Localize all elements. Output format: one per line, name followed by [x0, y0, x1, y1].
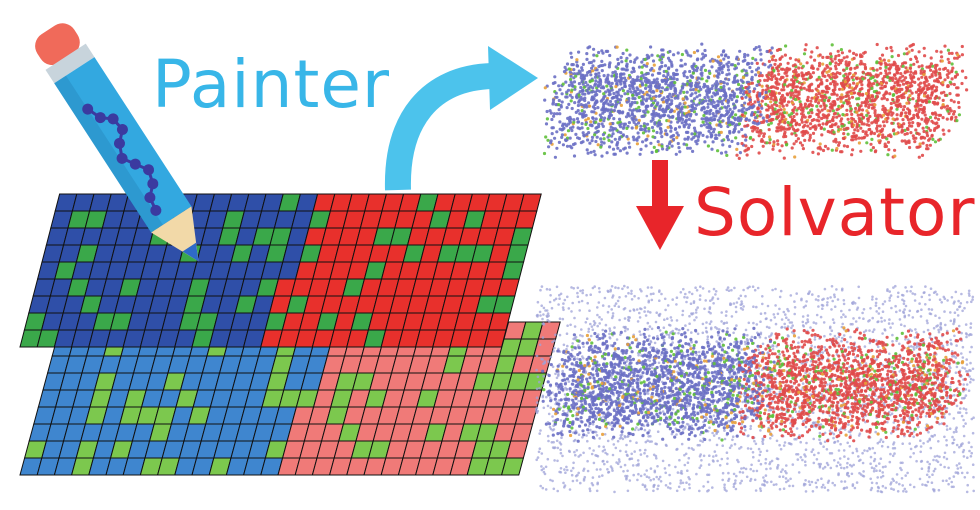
pencil-icon [35, 23, 199, 262]
curved-arrow-icon [384, 46, 538, 191]
top-lattice-sheet [19, 193, 542, 348]
molecule-chain-icon [82, 103, 162, 216]
painted-atomistic-slab [542, 42, 969, 160]
painter-label: Painter [152, 46, 391, 123]
solvated-atomistic-slab [534, 284, 975, 494]
solvator-label: Solvator [694, 174, 976, 251]
down-arrow-icon [636, 160, 684, 250]
